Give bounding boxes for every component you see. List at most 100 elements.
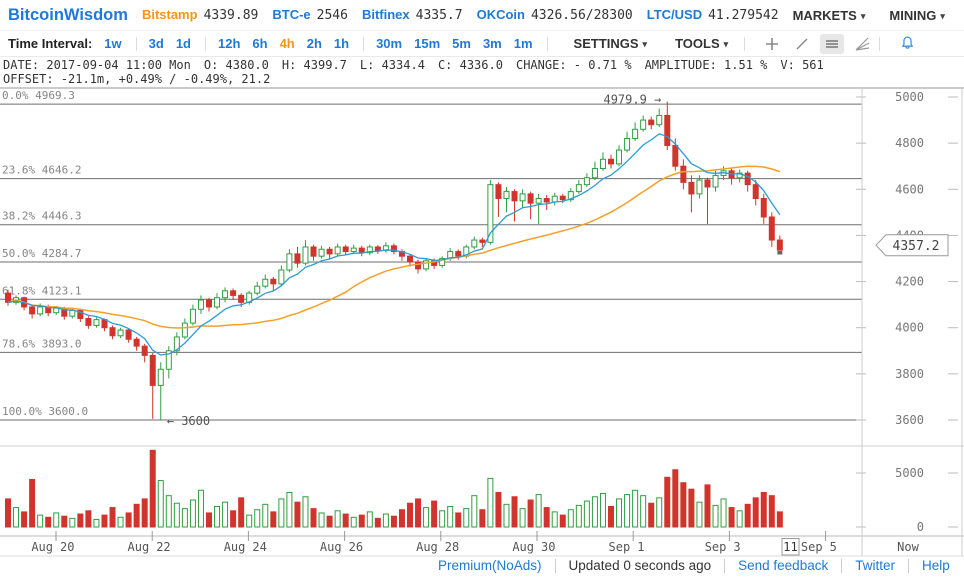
svg-text:20: 20 (60, 540, 74, 554)
exchange-price: 4326.56/28300 (530, 8, 633, 23)
interval-30m[interactable]: 30m (376, 36, 403, 51)
divider (204, 36, 206, 51)
interval-3m[interactable]: 3m (482, 36, 502, 51)
svg-text:4600: 4600 (895, 182, 924, 196)
interval-12h[interactable]: 12h (217, 36, 241, 51)
divider (907, 558, 909, 573)
low-annotation: ← 3600 (167, 414, 210, 428)
exchange-link[interactable]: Bitstamp (141, 7, 198, 22)
info-field: OFFSET: -21.1m, +0.49% / -0.49%, 21.2 (3, 72, 271, 86)
svg-text:4800: 4800 (895, 136, 924, 150)
mining-menu[interactable]: MINING ▾ (889, 7, 945, 23)
svg-text:1: 1 (637, 540, 644, 554)
chevron-down-icon: ▾ (940, 10, 945, 21)
moving-averages-layer (7, 133, 781, 356)
svg-text:3600: 3600 (895, 413, 924, 427)
x-axis-layer: Aug 20 Aug 22 Aug 24 Aug 26 Aug 28 Aug 30 Sep 1 Sep 3 Se… (31, 531, 920, 556)
candles-layer (5, 101, 783, 420)
info-field: H: 4399.7 (281, 58, 347, 72)
interval-1w[interactable]: 1w (104, 36, 122, 51)
svg-text:3800: 3800 (895, 367, 924, 381)
divider (554, 558, 556, 573)
chevron-down-icon: ▾ (642, 39, 648, 49)
exchange-link[interactable]: OKCoin (476, 7, 525, 22)
svg-text:Aug: Aug (416, 540, 438, 554)
svg-text:26: 26 (349, 540, 363, 554)
exchange-ticker[interactable]: LTC/USD 41.279542 (647, 7, 779, 23)
exchange-ticker[interactable]: OKCoin 4326.56/28300 (477, 7, 633, 23)
svg-text:0.0% 4969.3: 0.0% 4969.3 (2, 89, 75, 102)
exchange-link[interactable]: Bitfinex (361, 7, 410, 22)
interval-5m[interactable]: 5m (452, 36, 471, 51)
svg-text:5: 5 (830, 540, 837, 554)
ohlc-info-bar: DATE: 2017-09-04 11:00 Mon O: 4380.0 H: 43… (3, 58, 863, 86)
footer-link[interactable]: Twitter (855, 558, 895, 573)
svg-text:Aug: Aug (128, 540, 150, 554)
settings-menu[interactable]: SETTINGS ▾ (573, 36, 648, 51)
divider (879, 36, 881, 51)
exchange-price: 2546 (316, 8, 348, 23)
interval-1d[interactable]: 1d (175, 36, 191, 51)
divider (841, 558, 843, 573)
interval-list: 1w 3d 1d 12h 6h 4h 2h 1h 30m 15m 5m 3m 1m (104, 36, 544, 51)
info-field: DATE: 2017-09-04 11:00 Mon (3, 58, 191, 72)
exchange-link[interactable]: LTC/USD (646, 7, 703, 22)
svg-text:Sep: Sep (801, 540, 823, 554)
divider (363, 36, 365, 51)
current-time-marker (781, 538, 800, 556)
footer-link[interactable]: Send feedback (738, 558, 829, 573)
time-interval-label: Time Interval: (8, 36, 93, 51)
trendline-tool-icon[interactable] (790, 34, 814, 54)
site-logo[interactable]: BitcoinWisdom (8, 5, 128, 24)
offset-info-line2: OFFSET: -21.1m, +0.49% / -0.49%, 21.2 (3, 72, 863, 86)
svg-text:78.6% 3893.0: 78.6% 3893.0 (2, 337, 81, 350)
fan-lines-tool-icon[interactable] (850, 34, 874, 54)
interval-1m[interactable]: 1m (513, 36, 533, 51)
footer-link[interactable]: Premium(NoAds) (438, 558, 542, 573)
svg-text:Sep: Sep (705, 540, 727, 554)
exchange-link[interactable]: BTC-e (272, 7, 311, 22)
volume-layer (5, 449, 783, 528)
divider (724, 558, 726, 573)
divider (546, 36, 548, 51)
svg-text:Aug: Aug (224, 540, 246, 554)
svg-text:28: 28 (445, 540, 459, 554)
exchange-ticker[interactable]: Bitstamp 4339.89 (142, 7, 258, 23)
exchange-ticker[interactable]: BTC-e 2546 (272, 7, 348, 23)
info-field: V: 561 (780, 58, 824, 72)
annotations-layer: 4979.9 → ← 3600 4357.2 (167, 93, 949, 428)
price-tag (875, 234, 949, 257)
frame-layer (0, 87, 964, 557)
svg-text:Now: Now (897, 540, 919, 554)
interval-6h[interactable]: 6h (252, 36, 268, 51)
horizontal-lines-tool-icon[interactable] (820, 33, 845, 54)
interval-4h[interactable]: 4h (279, 36, 295, 51)
svg-text:24: 24 (252, 540, 266, 554)
exchange-price: 41.279542 (708, 8, 779, 23)
interval-1h[interactable]: 1h (333, 36, 350, 51)
info-field: C: 4336.0 (437, 58, 503, 72)
high-annotation: 4979.9 → (603, 93, 661, 107)
exchange-ticker[interactable]: Bitfinex 4335.7 (362, 7, 463, 23)
alert-bell-icon[interactable] (895, 34, 919, 54)
svg-text:5000: 5000 (895, 90, 924, 104)
interval-3d[interactable]: 3d (148, 36, 164, 51)
footer-status-text: Updated 0 seconds ago (568, 558, 712, 573)
footer-link[interactable]: Help (921, 558, 950, 573)
svg-text:4200: 4200 (895, 275, 924, 289)
tools-menu[interactable]: TOOLS ▾ (675, 36, 729, 51)
interval-15m[interactable]: 15m (414, 36, 441, 51)
y-axis-layer: 5000480046004400420040003800360050000 (856, 90, 958, 534)
exchange-price: 4339.89 (203, 8, 259, 23)
svg-text:3: 3 (733, 540, 740, 554)
markets-menu[interactable]: MARKETS ▾ (792, 7, 866, 23)
svg-text:23.6% 4646.2: 23.6% 4646.2 (2, 164, 81, 177)
divider (135, 36, 137, 51)
chart-toolbar: Time Interval: 1w 3d 1d 12h 6h 4h 2h 1h 30m 15m 5m… (0, 30, 964, 57)
add-order-icon[interactable] (760, 34, 784, 54)
fibonacci-layer: 0.0% 4969.3 23.6% 4646.2 38.2% 4446.3 50.0%… (0, 89, 862, 421)
interval-2h[interactable]: 2h (306, 36, 322, 51)
svg-text:Aug: Aug (320, 540, 342, 554)
